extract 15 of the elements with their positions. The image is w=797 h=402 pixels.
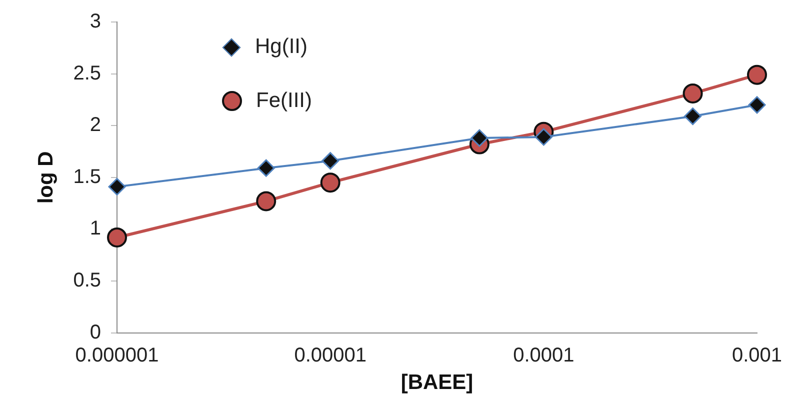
legend-label: Hg(II) bbox=[255, 35, 308, 59]
y-tick-label: 1 bbox=[90, 218, 102, 240]
x-axis-title: [BAEE] bbox=[400, 371, 474, 394]
y-tick-label: 0 bbox=[90, 321, 102, 344]
y-tick-label: 1.5 bbox=[73, 166, 102, 188]
y-tick-label: 0.5 bbox=[73, 270, 102, 292]
x-tick-label: 0.000001 bbox=[75, 344, 159, 366]
y-tick-label: 3 bbox=[90, 10, 102, 33]
y-axis-title: log D bbox=[34, 151, 58, 204]
y-tick-label: 2 bbox=[90, 114, 102, 136]
legend-label: Fe(III) bbox=[256, 89, 312, 113]
y-tick-label: 2.5 bbox=[73, 62, 102, 84]
x-tick-label: 0.00001 bbox=[294, 344, 366, 366]
x-tick-label: 0.001 bbox=[732, 344, 782, 366]
x-tick-label: 0.0001 bbox=[513, 344, 574, 366]
